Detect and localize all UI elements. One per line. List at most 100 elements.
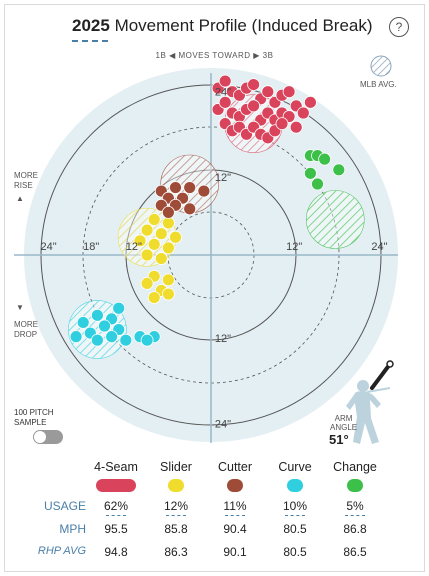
moves-toward-label: 1B ◀ MOVES TOWARD ▶ 3B	[0, 51, 429, 60]
pitch-point-slider	[140, 223, 154, 237]
usage-underline	[225, 515, 245, 516]
pitch-point-curve	[105, 330, 118, 344]
pitch-point-slider	[169, 230, 182, 244]
axis-labels: 24" 18" 12" 12" 24" 24" 12" 12" 24"	[41, 87, 388, 431]
more-drop-line2: DROP	[14, 330, 38, 339]
arm-angle-value: 51°	[329, 432, 349, 447]
pitch-point-change	[303, 166, 317, 180]
pitch-name-curve[interactable]: Curve	[278, 460, 312, 474]
pitch-point-4-seam	[218, 95, 232, 109]
mlb-avg-label: MLB AVG.	[360, 80, 397, 89]
mph-cell: 86.8	[343, 522, 367, 536]
pitch-toggle-curve[interactable]	[287, 479, 303, 492]
title-year[interactable]: 2025	[72, 16, 110, 35]
pitch-point-4-seam	[282, 85, 296, 99]
pitch-name-cutter[interactable]: Cutter	[217, 460, 253, 474]
usage-underline	[106, 515, 126, 516]
pitch-point-slider	[154, 252, 168, 265]
mlb-avg-icon	[370, 55, 392, 77]
pitch-point-slider	[161, 287, 175, 301]
usage-row-label: USAGE	[43, 499, 86, 513]
pitch-point-curve	[91, 333, 104, 347]
pitch-point-4-seam	[261, 85, 275, 99]
rhp-avg-cell: 80.5	[283, 545, 307, 559]
pitch-point-change	[332, 163, 346, 177]
pitcher-icon	[346, 360, 394, 444]
pitch-point-4-seam	[247, 78, 261, 91]
triangle-right-icon: ▶	[253, 51, 260, 60]
pitch-point-cutter	[183, 181, 197, 194]
more-rise-label: MORE RISE	[14, 171, 38, 191]
direction-middle: MOVES TOWARD	[178, 51, 251, 60]
pitch-toggle-change[interactable]	[347, 479, 363, 492]
more-drop-line1: MORE	[14, 320, 38, 329]
pitch-point-slider	[140, 248, 154, 262]
rhp-avg-row-label: RHP AVG	[37, 545, 86, 557]
pitch-point-4-seam	[275, 117, 289, 131]
rhp-avg-cell: 90.1	[223, 545, 247, 559]
pitch-point-slider	[147, 213, 161, 226]
usage-underline	[345, 515, 365, 516]
pitch-point-curve	[119, 333, 133, 347]
pitch-point-4-seam	[218, 74, 232, 88]
more-rise-line2: RISE	[14, 181, 33, 190]
pitch-point-curve	[91, 308, 104, 322]
h-tick-label: 24"	[41, 241, 57, 253]
pitch-point-cutter	[169, 181, 182, 194]
pitch-name-4-seam[interactable]: 4-Seam	[94, 460, 138, 474]
arm-angle-label: ARM ANGLE	[330, 414, 357, 432]
usage-cell: 11%	[223, 499, 247, 513]
mph-cell: 95.5	[104, 522, 128, 536]
mph-row-label: MPH	[59, 522, 86, 536]
pitch-point-cutter	[197, 184, 211, 198]
direction-3b: 3B	[262, 51, 274, 60]
sample-toggle[interactable]	[33, 430, 63, 444]
mph-cell: 85.8	[164, 522, 188, 536]
usage-underline	[285, 515, 305, 516]
pitch-point-4-seam	[296, 106, 310, 120]
pitch-toggle-4-seam[interactable]	[96, 479, 136, 492]
pitch-name-slider[interactable]: Slider	[160, 460, 192, 474]
pitch-point-slider	[133, 234, 147, 248]
pitch-point-slider	[147, 291, 161, 305]
help-icon[interactable]: ?	[389, 17, 409, 37]
pitch-toggle-cutter[interactable]	[227, 479, 243, 492]
v-tick-label: 12"	[215, 172, 231, 184]
h-tick-label: 24"	[371, 241, 387, 253]
triangle-up-icon: ▲	[16, 194, 24, 203]
pitch-point-4-seam	[247, 99, 261, 113]
arm-line1: ARM	[334, 414, 353, 423]
year-underline	[72, 40, 108, 42]
arm-line2: ANGLE	[330, 423, 358, 432]
more-rise-line1: MORE	[14, 171, 38, 180]
triangle-down-icon: ▼	[16, 303, 24, 312]
h-tick-label: 12"	[286, 241, 302, 253]
rhp-avg-cell: 86.5	[343, 545, 367, 559]
toggle-knob	[34, 431, 46, 443]
usage-cell: 10%	[282, 499, 308, 513]
pitch-point-change	[318, 152, 332, 166]
pitch-points	[69, 74, 346, 347]
pitch-point-4-seam	[303, 95, 317, 109]
pitch-point-cutter	[161, 205, 175, 219]
sample-line1: 100 PITCH	[14, 408, 54, 417]
chart-background	[14, 68, 398, 443]
h-tick-label: 12"	[126, 241, 142, 253]
sample-label: 100 PITCH SAMPLE	[14, 408, 54, 428]
title-text: Movement Profile (Induced Break)	[114, 16, 373, 35]
v-tick-label: 12"	[215, 333, 231, 345]
page-title: 2025 Movement Profile (Induced Break)	[72, 16, 373, 36]
pitch-point-curve	[112, 301, 126, 315]
rhp-avg-cell: 86.3	[164, 545, 188, 559]
pitch-point-slider	[154, 227, 168, 241]
usage-cell: 5%	[346, 499, 364, 513]
pitch-point-curve	[69, 330, 83, 344]
pitch-name-change[interactable]: Change	[333, 460, 377, 474]
pitch-toggle-slider[interactable]	[168, 479, 184, 492]
rhp-avg-cell: 94.8	[104, 545, 128, 559]
more-drop-label: MORE DROP	[14, 320, 38, 340]
h-tick-label: 18"	[83, 241, 99, 253]
pitch-point-4-seam	[289, 120, 303, 134]
usage-cell: 12%	[163, 499, 189, 513]
